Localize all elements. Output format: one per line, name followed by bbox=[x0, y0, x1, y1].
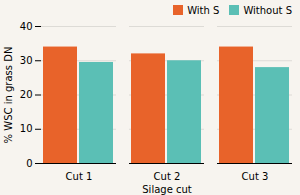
svg-text:0: 0 bbox=[26, 158, 32, 169]
html-text:Without S: Without S bbox=[243, 4, 292, 16]
svg-text:20: 20 bbox=[20, 89, 33, 100]
html-text:With S: With S bbox=[187, 4, 220, 16]
svg-text:Silage cut: Silage cut bbox=[142, 184, 192, 195]
svg-text:Cut 3: Cut 3 bbox=[242, 171, 269, 182]
svg-text:30: 30 bbox=[20, 55, 33, 66]
svg-text:Cut 2: Cut 2 bbox=[154, 171, 181, 182]
svg-text:Cut 1: Cut 1 bbox=[66, 171, 93, 182]
svg-text:10: 10 bbox=[20, 123, 33, 134]
svg-text:40: 40 bbox=[20, 21, 33, 32]
svg-text:% WSC in grass DN: % WSC in grass DN bbox=[3, 47, 14, 144]
